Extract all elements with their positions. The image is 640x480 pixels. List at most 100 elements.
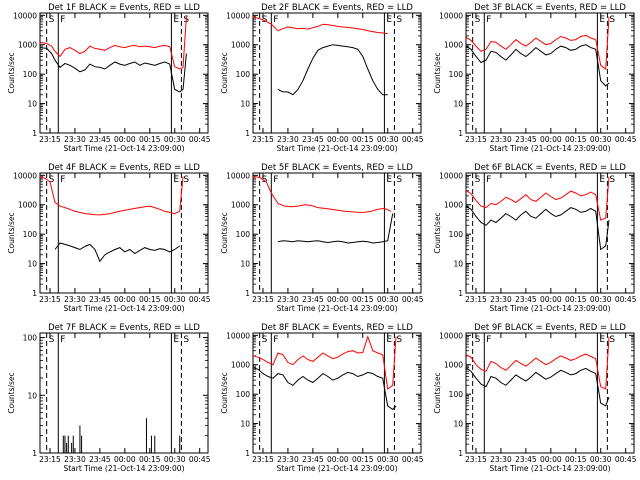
x-tick-label: 00:15 [565, 135, 587, 144]
y-tick-label: 10 [27, 100, 37, 109]
y-axis-label: Counts/sec [433, 212, 442, 253]
detector-panel: Det 2F BLACK = Events, RED = LLD 1 10 100 10… [220, 3, 424, 153]
time-marker-label: E [173, 175, 179, 185]
panel-title: Det 9F BLACK = Events, RED = LLD [474, 323, 626, 333]
detector-panel: Det 5F BLACK = Events, RED = LLD 1 10 100 10… [220, 163, 424, 313]
events-series-line [277, 44, 388, 96]
x-tick-label: 23:15 [465, 455, 487, 464]
x-tick-label: 23:45 [515, 295, 537, 304]
time-marker-label: F [486, 15, 491, 25]
time-marker-label: S [49, 15, 55, 25]
time-marker-label: E [599, 335, 605, 345]
time-marker-label: F [273, 15, 278, 25]
y-tick-label: 10000 [439, 11, 463, 20]
time-marker-label: F [60, 335, 65, 345]
time-marker-label: S [183, 175, 189, 185]
x-tick-label: 23:30 [64, 455, 86, 464]
time-marker-label: F [273, 335, 278, 345]
time-marker-label: S [475, 335, 481, 345]
x-tick-label: 23:15 [465, 135, 487, 144]
panel-title: Det 3F BLACK = Events, RED = LLD [474, 3, 626, 13]
x-tick-label: 00:45 [189, 135, 211, 144]
x-tick-label: 00:30 [164, 455, 186, 464]
y-axis-label: Counts/sec [220, 372, 229, 413]
lld-series-line [466, 16, 610, 70]
y-tick-label: 10 [453, 260, 463, 269]
x-tick-label: 00:45 [615, 135, 637, 144]
plot-frame [252, 332, 422, 454]
x-tick-label: 23:45 [302, 455, 324, 464]
time-marker-label: S [49, 175, 55, 185]
y-tick-label: 1000 [231, 201, 250, 210]
events-series-line [253, 367, 397, 411]
x-tick-label: 23:45 [302, 295, 324, 304]
x-tick-label: 23:15 [39, 295, 61, 304]
y-tick-label: 1 [458, 129, 463, 138]
panel-title: Det 2F BLACK = Events, RED = LLD [261, 3, 413, 13]
y-tick-label: 100 [236, 70, 251, 79]
time-marker-label: S [609, 335, 615, 345]
time-marker-label: S [609, 175, 615, 185]
x-tick-label: 00:00 [327, 455, 349, 464]
x-tick-label: 23:15 [252, 295, 274, 304]
x-tick-label: 23:30 [277, 135, 299, 144]
events-series-line [466, 367, 610, 407]
y-tick-label: 10 [453, 100, 463, 109]
x-tick-label: 00:00 [114, 295, 136, 304]
detector-panel: Det 4F BLACK = Events, RED = LLD 1 10 100 10… [7, 163, 211, 313]
events-series-line [277, 213, 394, 244]
x-tick-label: 00:30 [590, 135, 612, 144]
x-axis-label: Start Time (21-Oct-14 23:09:00) [276, 144, 397, 153]
y-tick-label: 1000 [444, 41, 463, 50]
y-tick-label: 100 [236, 390, 251, 399]
time-marker-label: S [475, 175, 481, 185]
x-axis-label: Start Time (21-Oct-14 23:09:00) [63, 464, 184, 473]
x-tick-label: 23:45 [515, 135, 537, 144]
y-tick-label: 1 [32, 129, 37, 138]
time-marker-label: S [262, 15, 268, 25]
y-tick-label: 10 [240, 100, 250, 109]
plot-frame [465, 12, 635, 134]
y-tick-label: 1000 [18, 41, 37, 50]
time-marker-label: E [173, 335, 179, 345]
y-tick-label: 1000 [444, 361, 463, 370]
x-tick-label: 00:45 [189, 295, 211, 304]
detector-panel: Det 6F BLACK = Events, RED = LLD 1 10 100 10… [433, 163, 637, 313]
time-marker-label: E [599, 175, 605, 185]
plot-frame [465, 172, 635, 294]
x-tick-label: 00:30 [377, 295, 399, 304]
x-tick-label: 23:45 [89, 295, 111, 304]
time-marker-label: S [183, 335, 189, 345]
y-tick-label: 100 [449, 230, 464, 239]
x-tick-label: 00:15 [139, 295, 161, 304]
x-tick-label: 00:45 [402, 295, 424, 304]
time-marker-label: S [49, 335, 55, 345]
x-tick-label: 00:00 [540, 295, 562, 304]
lld-series-line [253, 335, 397, 390]
y-axis-label: Counts/sec [7, 372, 16, 413]
x-tick-label: 00:30 [377, 135, 399, 144]
y-tick-label: 10 [27, 391, 37, 400]
time-marker-label: S [262, 175, 268, 185]
x-tick-label: 00:00 [327, 295, 349, 304]
plot-frame [39, 172, 209, 294]
y-tick-label: 100 [23, 334, 38, 343]
detector-panel: Det 1F BLACK = Events, RED = LLD 1 10 100 10… [7, 3, 211, 153]
y-tick-label: 10000 [13, 11, 37, 20]
x-tick-label: 23:30 [277, 455, 299, 464]
x-tick-label: 23:30 [64, 135, 86, 144]
y-axis-label: Counts/sec [7, 212, 16, 253]
x-tick-label: 00:00 [114, 455, 136, 464]
x-tick-label: 00:00 [114, 135, 136, 144]
panel-title: Det 5F BLACK = Events, RED = LLD [261, 163, 413, 173]
x-axis-label: Start Time (21-Oct-14 23:09:00) [63, 144, 184, 153]
x-tick-label: 00:45 [402, 455, 424, 464]
plot-frame [465, 332, 635, 454]
lld-series-line [253, 16, 388, 35]
x-axis-label: Start Time (21-Oct-14 23:09:00) [489, 144, 610, 153]
x-tick-label: 23:45 [515, 455, 537, 464]
y-tick-label: 100 [449, 70, 464, 79]
events-series-line [40, 47, 187, 93]
x-tick-label: 00:30 [164, 135, 186, 144]
